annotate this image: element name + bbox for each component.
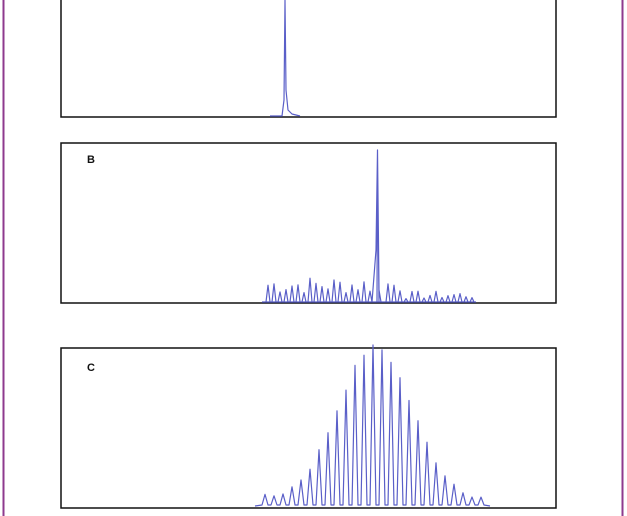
- trace: [254, 344, 491, 507]
- panel-b: B: [60, 142, 557, 304]
- panel-box: [60, 0, 557, 118]
- panel-a: [60, 0, 557, 118]
- panel-box: [60, 142, 557, 304]
- trace: [270, 0, 301, 117]
- trace: [262, 149, 476, 303]
- panel-c: C: [60, 344, 557, 509]
- panel-label: B: [87, 154, 95, 166]
- panel-label: C: [87, 362, 95, 374]
